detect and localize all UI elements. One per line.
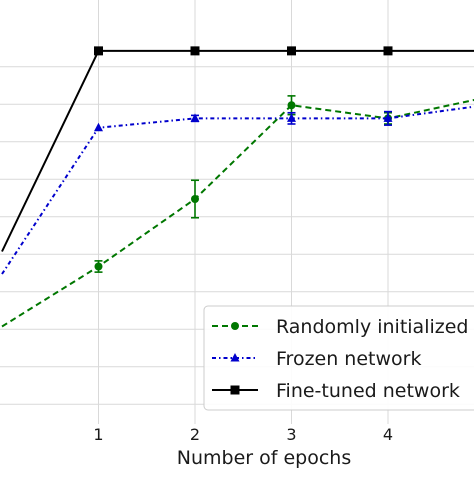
data-point (287, 113, 296, 122)
legend-marker (231, 322, 239, 330)
x-tick-label: 4 (383, 425, 393, 444)
series-0 (1, 95, 474, 328)
axes: 12345Number of epochs (93, 425, 393, 469)
data-point (383, 113, 393, 122)
series-2 (1, 46, 474, 252)
legend-marker (230, 385, 240, 395)
series-1 (1, 105, 474, 275)
series-line (1, 49, 474, 252)
data-point (190, 113, 200, 122)
legend-box (203, 305, 474, 411)
series-line (1, 105, 474, 275)
data-point (191, 195, 199, 203)
legend-entry: Frozen network (212, 348, 421, 370)
legend: Randomly initialized Frozen network Fine-t… (203, 305, 474, 411)
legend-label: Fine-tuned network (276, 380, 460, 402)
series-lines (1, 46, 474, 328)
data-point (287, 101, 296, 110)
x-tick-label: 3 (286, 425, 296, 444)
x-tick-label: 2 (190, 425, 200, 444)
legend-entry: Randomly initialized (212, 316, 468, 338)
data-point (94, 262, 103, 271)
data-point (94, 46, 103, 56)
data-point (287, 46, 296, 56)
legend-marker (230, 353, 240, 362)
x-axis-label: Number of epochs (177, 447, 351, 469)
legend-label: Frozen network (276, 348, 421, 370)
legend-entry: Fine-tuned network (212, 380, 460, 402)
legend-label: Randomly initialized (276, 316, 468, 338)
data-point (383, 46, 393, 56)
data-point (94, 122, 103, 132)
data-point (190, 46, 200, 56)
x-tick-label: 1 (93, 425, 103, 444)
